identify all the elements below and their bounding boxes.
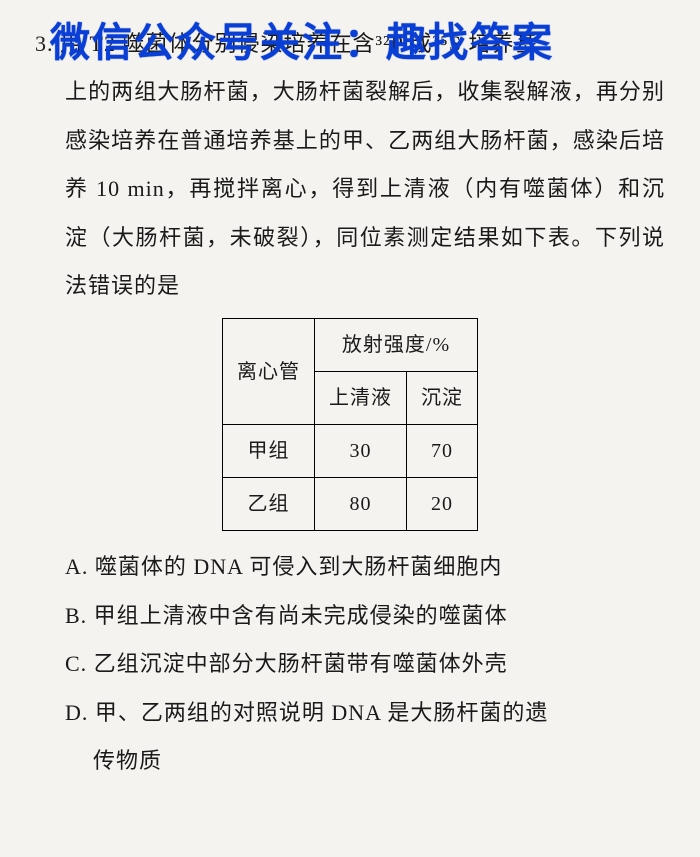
option-c[interactable]: C. 乙组沉淀中部分大肠杆菌带有噬菌体外壳: [65, 640, 665, 688]
option-b[interactable]: B. 甲组上清液中含有尚未完成侵染的噬菌体: [65, 592, 665, 640]
table-header-intensity: 放射强度/%: [315, 319, 478, 372]
watermark-overlay: 微信公众号关注：趣找答案: [50, 10, 554, 68]
data-table-wrap: 离心管 放射强度/% 上清液 沉淀 甲组 30 70 乙组 80 20: [35, 318, 665, 531]
stem-rest: 上的两组大肠杆菌，大肠杆菌裂解后，收集裂解液，再分别感染培养在普通培养基上的甲、…: [35, 68, 665, 310]
table-header-tube: 离心管: [223, 319, 315, 425]
table-col-precipitate: 沉淀: [407, 372, 478, 425]
table-row: 甲组 30 70: [223, 425, 478, 478]
table-row: 乙组 80 20: [223, 478, 478, 531]
table-col-supernatant: 上清液: [315, 372, 407, 425]
row-value: 70: [407, 425, 478, 478]
row-value: 30: [315, 425, 407, 478]
option-a[interactable]: A. 噬菌体的 DNA 可侵入到大肠杆菌细胞内: [65, 543, 665, 591]
radioactivity-table: 离心管 放射强度/% 上清液 沉淀 甲组 30 70 乙组 80 20: [222, 318, 478, 531]
row-label: 甲组: [223, 425, 315, 478]
row-label: 乙组: [223, 478, 315, 531]
options-list: A. 噬菌体的 DNA 可侵入到大肠杆菌细胞内 B. 甲组上清液中含有尚未完成侵…: [35, 543, 665, 785]
question-block: 3. 用 T2 噬菌体分别侵染培养在含³²P 或³⁵S 培养基 上的两组大肠杆菌…: [35, 20, 665, 785]
row-value: 20: [407, 478, 478, 531]
option-d-continuation: 传物质: [65, 737, 665, 785]
row-value: 80: [315, 478, 407, 531]
option-d[interactable]: D. 甲、乙两组的对照说明 DNA 是大肠杆菌的遗: [65, 689, 665, 737]
